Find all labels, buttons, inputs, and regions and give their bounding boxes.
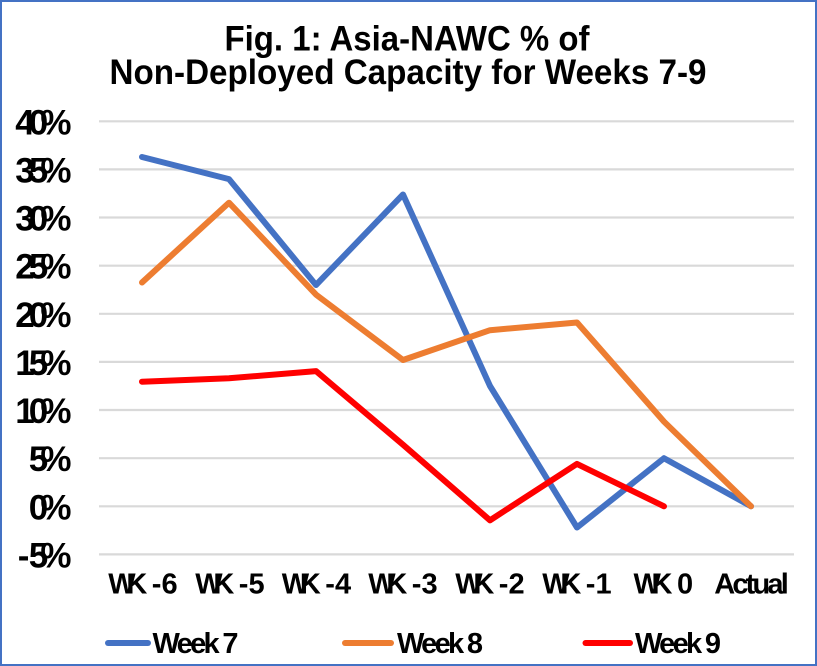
svg-text:%: %	[40, 392, 71, 431]
svg-text:%: %	[40, 103, 71, 142]
svg-text:30: 30	[15, 200, 48, 239]
svg-text:15: 15	[15, 344, 48, 383]
svg-text:0: 0	[677, 569, 693, 601]
svg-text:-5: -5	[18, 536, 49, 575]
svg-text:%: %	[40, 248, 71, 287]
svg-text:WK: WK	[368, 569, 407, 601]
svg-text:%: %	[40, 151, 71, 190]
svg-text:-5: -5	[239, 569, 265, 601]
svg-text:WK: WK	[195, 569, 234, 601]
svg-text:Actual: Actual	[714, 569, 789, 601]
svg-text:Week 7: Week 7	[153, 628, 239, 660]
svg-text:-3: -3	[412, 569, 438, 601]
svg-text:Week 8: Week 8	[397, 628, 483, 660]
svg-text:%: %	[40, 296, 71, 335]
svg-text:WK: WK	[108, 569, 147, 601]
svg-text:Non-Deployed Capacity for Week: Non-Deployed Capacity for Weeks 7-9	[110, 52, 707, 92]
svg-text:-2: -2	[499, 569, 525, 601]
svg-text:%: %	[40, 536, 71, 575]
svg-text:%: %	[40, 440, 71, 479]
svg-text:WK: WK	[282, 569, 321, 601]
svg-text:25: 25	[15, 248, 48, 287]
svg-text:-4: -4	[325, 569, 351, 601]
svg-text:0: 0	[29, 488, 48, 527]
svg-text:5: 5	[29, 440, 48, 479]
svg-text:%: %	[40, 344, 71, 383]
svg-text:Week 9: Week 9	[635, 628, 721, 660]
svg-text:20: 20	[15, 296, 48, 335]
svg-text:35: 35	[15, 151, 48, 190]
svg-text:WK: WK	[634, 569, 673, 601]
svg-text:-1: -1	[586, 569, 612, 601]
svg-text:WK: WK	[455, 569, 494, 601]
svg-text:Fig. 1: Asia-NAWC % of: Fig. 1: Asia-NAWC % of	[225, 18, 590, 58]
svg-text:WK: WK	[542, 569, 581, 601]
svg-text:-6: -6	[152, 569, 178, 601]
svg-text:40: 40	[15, 103, 48, 142]
svg-text:10: 10	[15, 392, 48, 431]
svg-text:%: %	[40, 488, 71, 527]
svg-text:%: %	[40, 200, 71, 239]
